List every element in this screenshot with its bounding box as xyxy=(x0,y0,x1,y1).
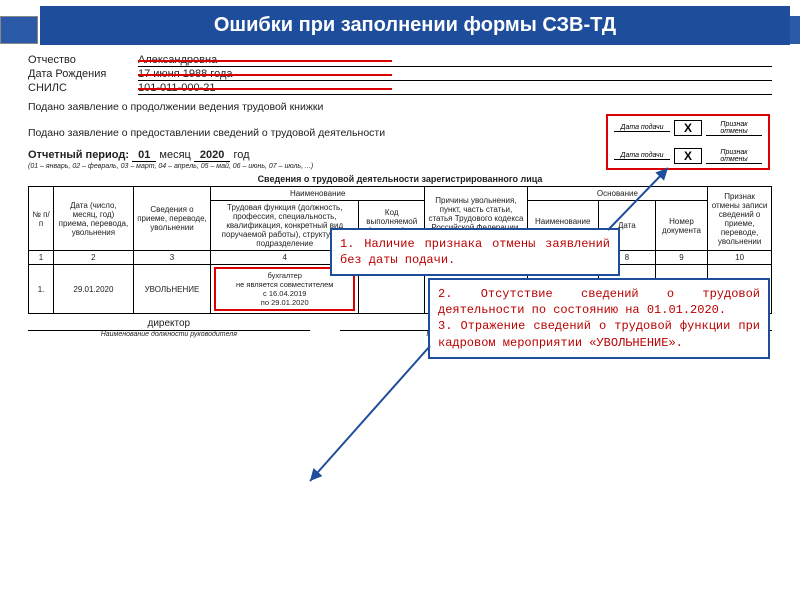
period-year: 2020 xyxy=(194,149,230,162)
th-osn-no: Номер документа xyxy=(655,201,707,251)
th-sved: Сведения о приеме, переводе, увольнении xyxy=(133,187,210,251)
x-date-lbl-2: Дата подачи xyxy=(614,152,670,160)
num-2: 2 xyxy=(54,251,134,265)
th-priznak: Признак отмены записи сведений о приеме,… xyxy=(708,187,772,251)
dob-label: Дата Рождения xyxy=(28,68,138,81)
period-mlbl: месяц xyxy=(159,149,190,161)
title-tab-left xyxy=(0,16,38,44)
th-n: № п/п xyxy=(29,187,54,251)
th-date: Дата (число, месяц, год) приема, перевод… xyxy=(54,187,134,251)
cell-sved: УВОЛЬНЕНИЕ xyxy=(133,265,210,314)
callout-1: 1. Наличие признака отмены заявлений без… xyxy=(330,228,620,276)
dob-val: 17 июня 1988 года xyxy=(138,68,772,81)
otch-label: Отчество xyxy=(28,54,138,67)
sig-position: директор xyxy=(28,318,310,331)
table-title: Сведения о трудовой деятельности зарегис… xyxy=(28,174,772,184)
x-flag-lbl-2: Признак отмены xyxy=(706,149,762,164)
th-osn: Основание xyxy=(527,187,707,201)
snils-val: 101-011-000-21 xyxy=(138,82,772,95)
strike-3 xyxy=(138,88,392,90)
callout-2: 2. Отсутствие сведений о трудовой деятел… xyxy=(428,278,770,359)
x-date-lbl-1: Дата подачи xyxy=(614,124,670,132)
sig-position-lbl: Наименование должности руководителя xyxy=(28,331,310,338)
period-label: Отчетный период: xyxy=(28,149,129,161)
strike-1 xyxy=(138,60,392,62)
num-9: 9 xyxy=(655,251,707,265)
period-ylbl: год xyxy=(233,149,249,161)
page-title: Ошибки при заполнении формы СЗВ-ТД xyxy=(40,6,790,45)
cell-date: 29.01.2020 xyxy=(54,265,134,314)
x-cell-2: X xyxy=(674,148,702,164)
snils-label: СНИЛС xyxy=(28,82,138,95)
num-1: 1 xyxy=(29,251,54,265)
x-flag-lbl-1: Признак отмены xyxy=(706,121,762,136)
cancel-flag-group: Дата подачи X Признак отмены Дата подачи… xyxy=(606,114,770,170)
num-10: 10 xyxy=(708,251,772,265)
period-month: 01 xyxy=(132,149,156,162)
otch-val: Александровна xyxy=(138,54,772,67)
strike-2 xyxy=(138,74,392,76)
th-naim: Наименование xyxy=(211,187,425,201)
cell-n: 1. xyxy=(29,265,54,314)
num-3: 3 xyxy=(133,251,210,265)
statement-1: Подано заявление о продолжении ведения т… xyxy=(28,101,772,113)
x-cell-1: X xyxy=(674,120,702,136)
